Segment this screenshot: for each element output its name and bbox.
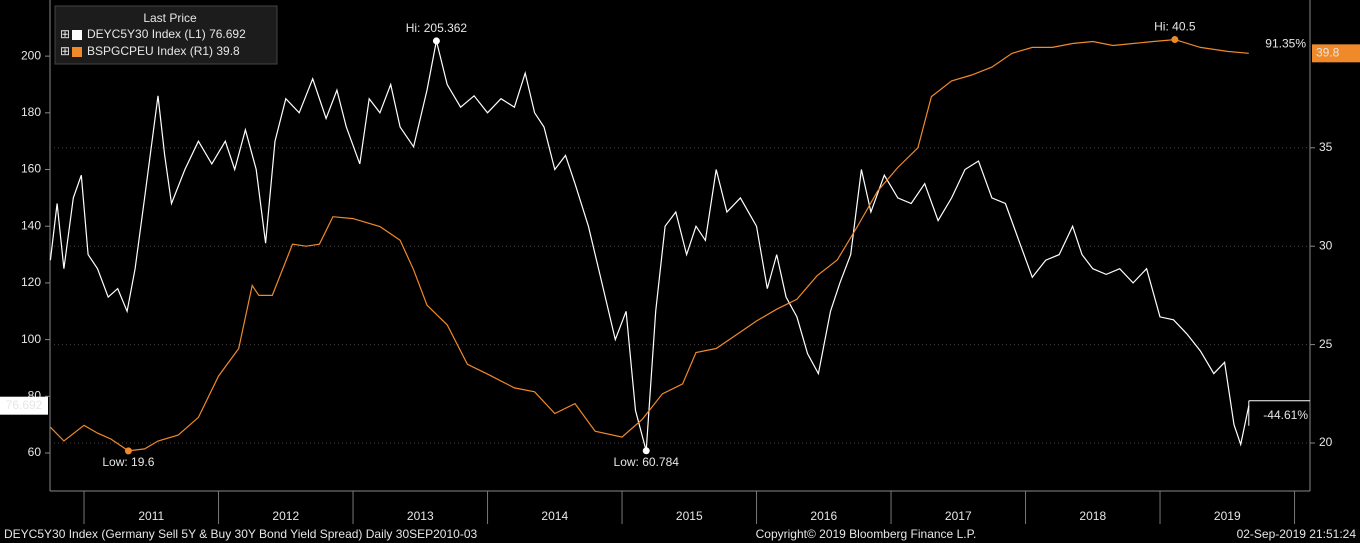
y-tick-label: 120 bbox=[21, 275, 41, 289]
footer-left: DEYC5Y30 Index (Germany Sell 5Y & Buy 30… bbox=[4, 527, 477, 541]
extreme-label: Hi: 40.5 bbox=[1154, 20, 1196, 34]
last-value-box bbox=[0, 396, 48, 415]
legend-label: BSPGCPEU Index (R1) 39.8 bbox=[87, 44, 240, 58]
change-label: -44.61% bbox=[1263, 408, 1308, 422]
legend-toggle: ⊞ bbox=[60, 27, 70, 41]
series-line bbox=[49, 38, 1249, 452]
y-tick-label: 160 bbox=[21, 162, 41, 176]
series-line bbox=[49, 40, 1250, 451]
x-tick-label: 2013 bbox=[407, 509, 434, 523]
extreme-label: Low: 60.784 bbox=[614, 455, 680, 469]
extreme-marker bbox=[642, 447, 650, 455]
legend-label: DEYC5Y30 Index (L1) 76.692 bbox=[87, 27, 246, 41]
change-label: 91.35% bbox=[1265, 37, 1306, 51]
last-value-box bbox=[1312, 44, 1360, 63]
x-tick-label: 2018 bbox=[1079, 509, 1106, 523]
change-bracket bbox=[1248, 400, 1310, 426]
y-tick-label: 180 bbox=[21, 105, 41, 119]
legend-toggle: ⊞ bbox=[60, 44, 70, 58]
x-tick-label: 2012 bbox=[272, 509, 299, 523]
x-tick-label: 2017 bbox=[945, 509, 972, 523]
x-tick-label: 2015 bbox=[676, 509, 703, 523]
y-tick-label: 140 bbox=[21, 218, 41, 232]
legend-box bbox=[54, 5, 278, 65]
extreme-marker bbox=[124, 447, 132, 455]
x-tick-label: 2014 bbox=[541, 509, 568, 523]
y2-tick-label: 30 bbox=[1319, 238, 1333, 252]
last-value-label: 76.692 bbox=[6, 398, 43, 412]
extreme-marker bbox=[432, 37, 440, 45]
y-tick-label: 100 bbox=[21, 332, 41, 346]
x-tick-label: 2016 bbox=[810, 509, 837, 523]
legend-title: Last Price bbox=[143, 11, 197, 25]
extreme-marker bbox=[1171, 36, 1179, 44]
x-tick-label: 2011 bbox=[138, 509, 164, 523]
y2-tick-label: 20 bbox=[1319, 435, 1333, 449]
extreme-label: Low: 19.6 bbox=[102, 455, 154, 469]
legend-swatch bbox=[72, 47, 82, 57]
y2-tick-label: 25 bbox=[1319, 337, 1333, 351]
x-tick-label: 2019 bbox=[1214, 509, 1241, 523]
y-tick-label: 60 bbox=[28, 445, 42, 459]
footer-right: 02-Sep-2019 21:51:24 bbox=[1237, 527, 1357, 541]
footer-center: Copyright© 2019 Bloomberg Finance L.P. bbox=[756, 527, 977, 541]
y-tick-label: 200 bbox=[21, 48, 41, 62]
extreme-label: Hi: 205.362 bbox=[406, 21, 468, 35]
legend-swatch bbox=[72, 30, 82, 40]
last-value-label: 39.8 bbox=[1316, 46, 1340, 60]
y2-tick-label: 35 bbox=[1319, 140, 1333, 154]
